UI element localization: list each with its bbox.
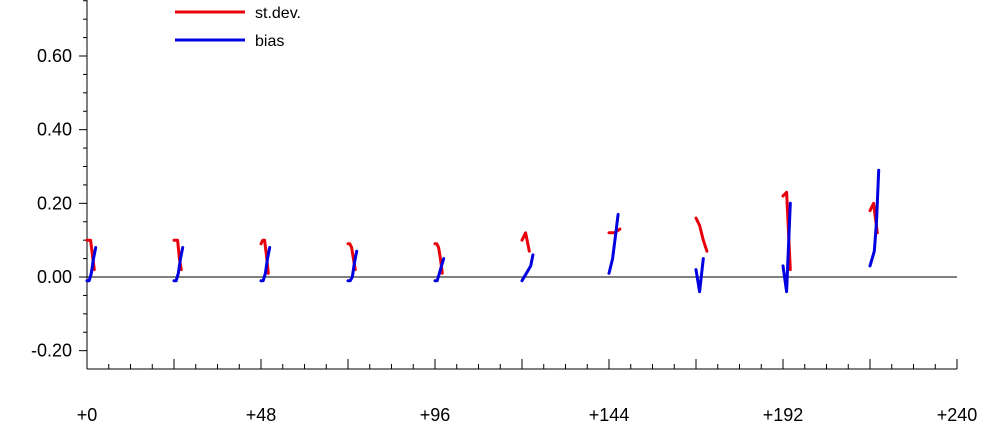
y-tick-label: 0.40 [37, 120, 72, 140]
series-segment [85, 246, 98, 283]
legend-label: st.dev. [255, 5, 301, 22]
series-segment [346, 249, 359, 283]
legend-label: bias [255, 33, 284, 50]
series-segment [694, 257, 705, 294]
series-layer [85, 168, 881, 294]
series-segment [520, 231, 531, 253]
y-tick-label: 0.20 [37, 193, 72, 213]
x-tick-label: +96 [420, 405, 451, 423]
series-segment [781, 201, 792, 294]
series-segment [259, 246, 272, 283]
series-segment [433, 257, 446, 283]
x-tick-label: +48 [246, 405, 277, 423]
y-tick-label: 0.00 [37, 267, 72, 287]
series-segment [607, 212, 620, 275]
x-tick-label: +240 [937, 405, 978, 423]
x-tick-label: +192 [763, 405, 804, 423]
series-segment [172, 246, 185, 283]
series-segment [694, 216, 709, 253]
series-bias [85, 168, 881, 294]
legend: st.dev. bias [175, 5, 301, 50]
series-segment [520, 253, 535, 283]
axes: -0.20 0.00 0.20 0.40 0.60 +0 +48 +96 +144 +192 +24… [31, 0, 977, 423]
x-tick-label: +144 [589, 405, 630, 423]
y-tick-label: -0.20 [31, 341, 72, 361]
series-st-dev- [85, 190, 879, 275]
series-segment [868, 168, 881, 268]
x-tick-label: +0 [77, 405, 98, 423]
y-tick-label: 0.60 [37, 46, 72, 66]
